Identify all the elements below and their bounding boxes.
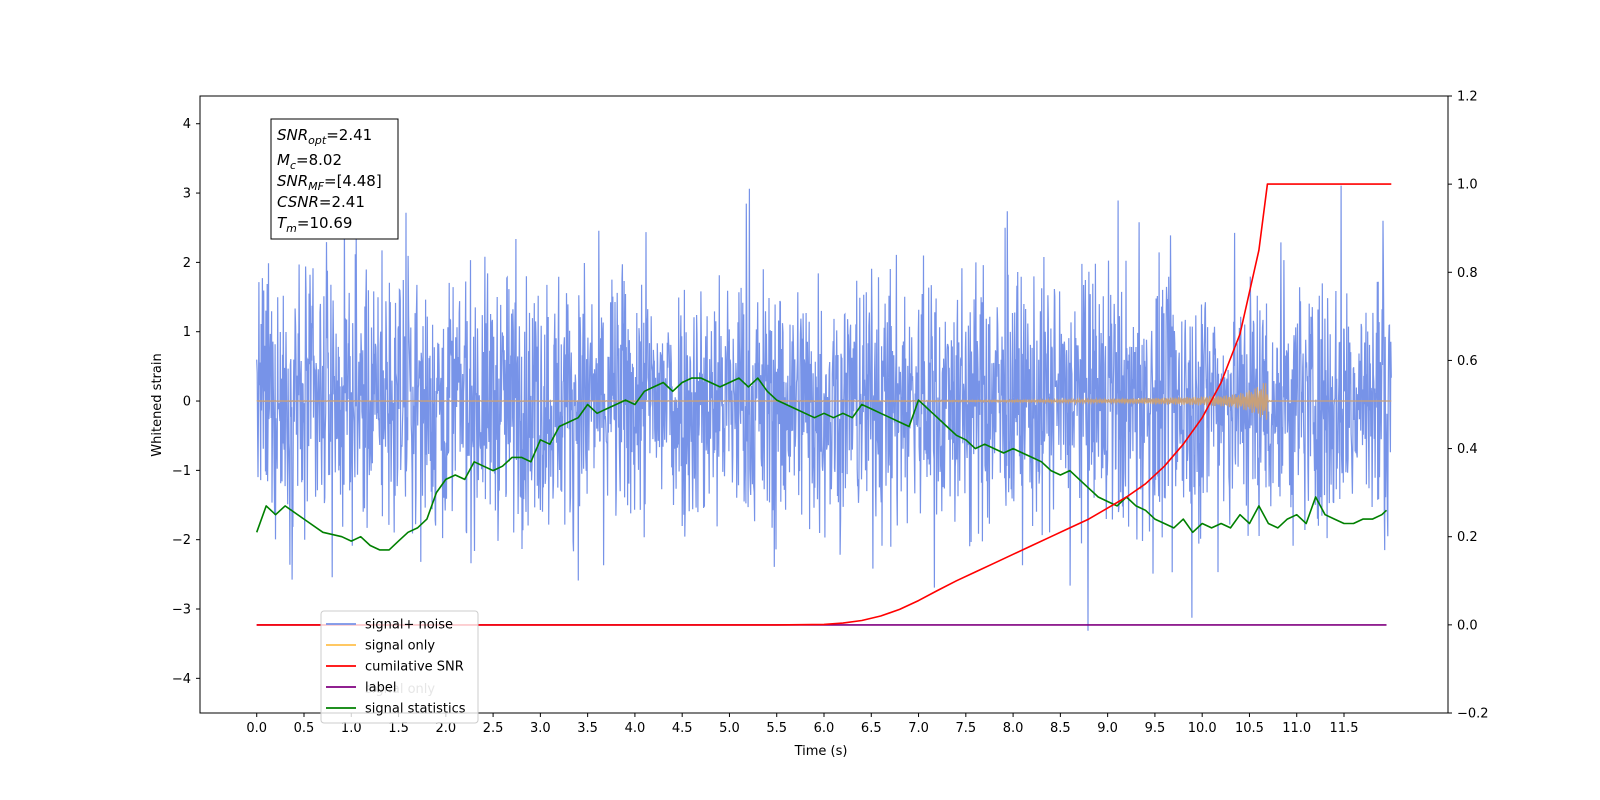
y-tick-label: 2 xyxy=(183,256,191,271)
annotation-subscript: MF xyxy=(308,180,324,193)
y-tick-label: 4 xyxy=(183,117,191,132)
annotation-symbol: T xyxy=(277,214,288,232)
annotation-subscript: opt xyxy=(308,134,327,147)
legend-label: signal statistics xyxy=(365,702,466,717)
legend: signal only signal+ noise signal only cumi… xyxy=(320,610,479,724)
signal-statistics-line xyxy=(255,377,1388,551)
y-tick-label: 0 xyxy=(183,395,191,410)
y-tick-label: −3 xyxy=(172,603,191,618)
legend-occluded-text: signal only xyxy=(365,682,435,697)
y2-axis-ticks: −0.2 0.0 0.2 0.4 0.6 0.8 1.0 1.2 xyxy=(1448,90,1489,722)
annotation-value: =10.69 xyxy=(297,214,353,232)
x-tick-label: 1.5 xyxy=(388,721,409,736)
x-tick-label: 5.0 xyxy=(719,721,740,736)
x-tick-label: 5.5 xyxy=(766,721,787,736)
x-tick-label: 8.0 xyxy=(1003,721,1024,736)
y2-tick-label: 0.4 xyxy=(1457,442,1478,457)
x-tick-label: 7.5 xyxy=(955,721,976,736)
legend-label: cumilative SNR xyxy=(365,660,464,675)
x-tick-label: 6.5 xyxy=(861,721,882,736)
x-tick-label: 3.5 xyxy=(577,721,598,736)
y-axis-label: Whitened strain xyxy=(150,353,165,456)
legend-label: signal+ noise xyxy=(365,618,453,633)
annotation-symbol: M xyxy=(277,151,290,169)
annotation-box: SNRopt=2.41Mc=8.02SNRMF=[4.48]CSNR=2.41T… xyxy=(270,118,399,240)
y2-tick-label: 0.8 xyxy=(1457,266,1478,281)
x-axis-ticks: 0.0 0.5 1.0 1.5 2.0 2.5 3.0 3.5 4.0 4.5 5.0 5.5 6.0 6… xyxy=(246,713,1358,736)
y2-tick-label: 0.0 xyxy=(1457,618,1478,633)
x-tick-label: 2.0 xyxy=(435,721,456,736)
x-tick-label: 9.0 xyxy=(1097,721,1118,736)
legend-label: label xyxy=(365,681,396,696)
y2-tick-label: −0.2 xyxy=(1457,707,1489,722)
annotation-subscript: m xyxy=(286,222,297,235)
x-tick-label: 10.5 xyxy=(1235,721,1264,736)
x-tick-label: 6.0 xyxy=(814,721,835,736)
y2-tick-label: 0.2 xyxy=(1457,530,1478,545)
y-tick-label: −4 xyxy=(172,672,191,687)
y-tick-label: −2 xyxy=(172,533,191,548)
y-tick-label: 3 xyxy=(183,187,191,202)
legend-frame xyxy=(320,610,479,724)
data-layer xyxy=(255,183,1392,631)
annotation-symbol: SNR xyxy=(277,126,308,144)
annotation-value: =2.41 xyxy=(326,126,372,144)
x-tick-label: 10.0 xyxy=(1188,721,1217,736)
annotation-symbol: CSNR xyxy=(277,193,319,211)
x-tick-label: 0.5 xyxy=(294,721,315,736)
y2-tick-label: 1.0 xyxy=(1457,178,1478,193)
x-tick-label: 3.0 xyxy=(530,721,551,736)
annotation-value: =2.41 xyxy=(319,193,365,211)
x-axis-label: Time (s) xyxy=(794,744,848,759)
cumulative-snr-line xyxy=(256,183,1392,626)
annotation-line: SNRMF=[4.48] xyxy=(277,172,382,193)
x-tick-label: 4.0 xyxy=(625,721,646,736)
x-tick-label: 11.0 xyxy=(1282,721,1311,736)
x-tick-label: 7.0 xyxy=(908,721,929,736)
x-tick-label: 2.5 xyxy=(483,721,504,736)
x-tick-label: 4.5 xyxy=(672,721,693,736)
y-tick-label: −1 xyxy=(172,464,191,479)
signal-noise-line xyxy=(256,185,1392,631)
y2-tick-label: 1.2 xyxy=(1457,90,1478,105)
y-axis-ticks: −4 −3 −2 −1 0 1 2 3 4 xyxy=(172,117,200,687)
x-tick-label: 11.5 xyxy=(1330,721,1359,736)
x-tick-label: 9.5 xyxy=(1145,721,1166,736)
annotation-value: =[4.48] xyxy=(324,172,382,190)
legend-label: signal only xyxy=(365,639,435,654)
x-tick-label: 0.0 xyxy=(246,721,267,736)
annotation-line: Mc=8.02 xyxy=(277,151,342,172)
annotation-frame xyxy=(270,118,399,240)
y-tick-label: 1 xyxy=(183,325,191,340)
annotation-symbol: SNR xyxy=(277,172,308,190)
annotation-value: =8.02 xyxy=(296,151,342,169)
y2-tick-label: 0.6 xyxy=(1457,354,1478,369)
x-tick-label: 1.0 xyxy=(341,721,362,736)
annotation-line: Tm=10.69 xyxy=(277,214,352,235)
x-tick-label: 8.5 xyxy=(1050,721,1071,736)
annotation-line: SNRopt=2.41 xyxy=(277,126,372,147)
annotation-line: CSNR=2.41 xyxy=(277,193,365,211)
signal-only-line xyxy=(256,383,1392,420)
annotation-subscript: c xyxy=(290,159,296,172)
